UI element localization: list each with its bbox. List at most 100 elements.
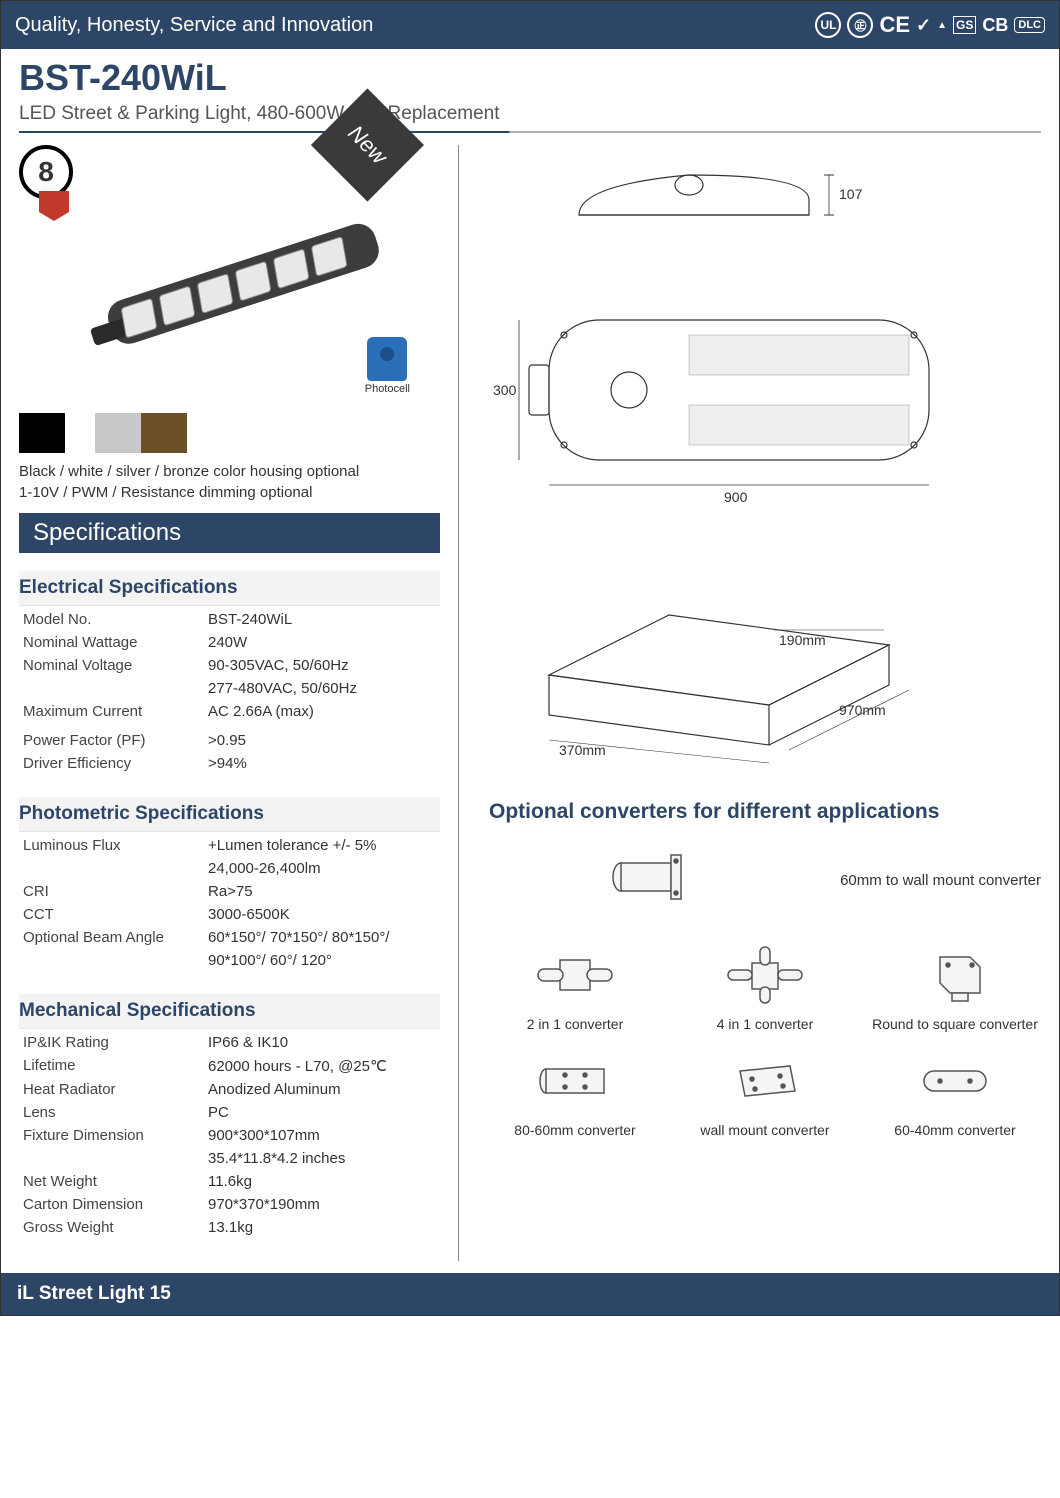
converter-icon xyxy=(710,1046,820,1116)
spec-label: Power Factor (PF) xyxy=(19,729,204,752)
spec-row: Nominal Voltage90-305VAC, 50/60Hz xyxy=(19,654,440,677)
cert-ccc: ㊣ xyxy=(847,12,873,38)
spec-row: LensPC xyxy=(19,1101,440,1124)
title-divider xyxy=(19,131,1041,133)
spec-group: Mechanical SpecificationsIP&IK RatingIP6… xyxy=(19,994,440,1239)
spec-value: 277-480VAC, 50/60Hz xyxy=(204,677,440,700)
spec-row: Fixture Dimension900*300*107mm xyxy=(19,1124,440,1147)
spec-table: Luminous Flux +Lumen tolerance +/- 5%24,… xyxy=(19,834,440,972)
converter-label: 60-40mm converter xyxy=(869,1122,1041,1138)
spec-value: 90-305VAC, 50/60Hz xyxy=(204,654,440,677)
photocell-label: Photocell xyxy=(365,383,410,395)
product-title: BST-240WiL xyxy=(19,57,1041,99)
spec-label: Carton Dimension xyxy=(19,1193,204,1216)
spec-value: 62000 hours - L70, @25℃ xyxy=(204,1054,440,1078)
spec-table: Model No.BST-240WiLNominal Wattage240WNo… xyxy=(19,608,440,775)
spec-value: 3000-6500K xyxy=(204,903,440,926)
spec-row: Nominal Wattage240W xyxy=(19,631,440,654)
spec-value: 24,000-26,400lm xyxy=(204,857,440,880)
converter-item: wall mount converter xyxy=(679,1046,851,1138)
spec-label: Fixture Dimension xyxy=(19,1124,204,1147)
spec-value: IP66 & IK10 xyxy=(204,1031,440,1054)
primary-converter-label: 60mm to wall mount converter xyxy=(840,872,1041,889)
spec-value: 90*100°/ 60°/ 120° xyxy=(204,949,440,972)
spec-row: Carton Dimension970*370*190mm xyxy=(19,1193,440,1216)
spec-row: IP&IK RatingIP66 & IK10 xyxy=(19,1031,440,1054)
spec-row: 90*100°/ 60°/ 120° xyxy=(19,949,440,972)
footer-bar: iL Street Light 15 xyxy=(1,1273,1059,1315)
converter-label: wall mount converter xyxy=(679,1122,851,1138)
spec-row: Optional Beam Angle60*150°/ 70*150°/ 80*… xyxy=(19,926,440,949)
spec-value: 35.4*11.8*4.2 inches xyxy=(204,1147,440,1170)
converter-icon xyxy=(520,1046,630,1116)
primary-converter: 60mm to wall mount converter xyxy=(489,842,1041,918)
spec-row: Driver Efficiency>94% xyxy=(19,752,440,775)
cert-gs: GS xyxy=(953,16,976,34)
spec-row: 277-480VAC, 50/60Hz xyxy=(19,677,440,700)
warranty-years: 8 xyxy=(38,156,54,188)
converter-item: 80-60mm converter xyxy=(489,1046,661,1138)
spec-value: 240W xyxy=(204,631,440,654)
spec-label: CCT xyxy=(19,903,204,926)
carton-w: 370mm xyxy=(559,742,606,758)
spec-label: Model No. xyxy=(19,608,204,631)
spec-heading: Electrical Specifications xyxy=(19,571,440,606)
converter-icon xyxy=(520,940,630,1010)
spec-label: Luminous Flux xyxy=(19,834,204,857)
spec-label: CRI xyxy=(19,880,204,903)
warranty-badge: 8 xyxy=(19,145,89,215)
specifications-heading: Specifications xyxy=(19,513,440,553)
spec-label: Driver Efficiency xyxy=(19,752,204,775)
title-block: BST-240WiL LED Street & Parking Light, 4… xyxy=(1,49,1059,137)
spec-group: Photometric SpecificationsLuminous Flux … xyxy=(19,797,440,972)
cert-cb: CB xyxy=(982,15,1008,36)
converter-icon xyxy=(710,940,820,1010)
spec-row: Power Factor (PF)>0.95 xyxy=(19,729,440,752)
converters-title: Optional converters for different applic… xyxy=(489,800,1041,824)
note-colors: Black / white / silver / bronze color ho… xyxy=(19,461,440,482)
dim-length: 900 xyxy=(724,489,748,505)
spec-value: 13.1kg xyxy=(204,1216,440,1239)
top-view-drawing: 300 900 xyxy=(489,290,1041,515)
converter-label: Round to square converter xyxy=(869,1016,1041,1032)
color-swatches xyxy=(19,413,440,453)
cert-ce: CE xyxy=(879,12,910,38)
spec-value: 900*300*107mm xyxy=(204,1124,440,1147)
dim-width: 300 xyxy=(493,382,517,398)
spec-label: Gross Weight xyxy=(19,1216,204,1239)
spec-label: IP&IK Rating xyxy=(19,1031,204,1054)
cert-ul: UL xyxy=(815,12,841,38)
spec-label: Lens xyxy=(19,1101,204,1124)
spec-heading: Photometric Specifications xyxy=(19,797,440,832)
spec-row: CCT3000-6500K xyxy=(19,903,440,926)
converter-label: 2 in 1 converter xyxy=(489,1016,661,1032)
dim-height: 107 xyxy=(839,186,863,202)
spec-label: Optional Beam Angle xyxy=(19,926,204,949)
spec-row: 24,000-26,400lm xyxy=(19,857,440,880)
spec-row: Gross Weight13.1kg xyxy=(19,1216,440,1239)
product-notes: Black / white / silver / bronze color ho… xyxy=(19,461,440,503)
certifications: UL ㊣ CE ✓ ▲ GS CB DLC xyxy=(815,12,1045,38)
converter-label: 4 in 1 converter xyxy=(679,1016,851,1032)
spec-value: PC xyxy=(204,1101,440,1124)
spec-label: Maximum Current xyxy=(19,700,204,723)
converter-item: 60-40mm converter xyxy=(869,1046,1041,1138)
spec-value: >94% xyxy=(204,752,440,775)
left-column: 8 New xyxy=(19,145,459,1261)
spec-value: 60*150°/ 70*150°/ 80*150°/ xyxy=(204,926,440,949)
spec-label: Heat Radiator xyxy=(19,1078,204,1101)
spec-value: +Lumen tolerance +/- 5% xyxy=(204,834,440,857)
spec-value: >0.95 xyxy=(204,729,440,752)
spec-row: Lifetime62000 hours - L70, @25℃ xyxy=(19,1054,440,1078)
carton-drawing: 190mm 970mm 370mm xyxy=(489,545,1041,770)
spec-table: IP&IK RatingIP66 & IK10Lifetime62000 hou… xyxy=(19,1031,440,1239)
spec-value: Ra>75 xyxy=(204,880,440,903)
spec-row: Maximum CurrentAC 2.66A (max) xyxy=(19,700,440,723)
spec-row: Heat RadiatorAnodized Aluminum xyxy=(19,1078,440,1101)
header-tagline: Quality, Honesty, Service and Innovation xyxy=(15,14,373,37)
converter-item: Round to square converter xyxy=(869,940,1041,1032)
side-view-drawing: 107 xyxy=(489,145,1041,260)
spec-value: Anodized Aluminum xyxy=(204,1078,440,1101)
converter-item: 4 in 1 converter xyxy=(679,940,851,1032)
spec-label xyxy=(19,1147,204,1170)
